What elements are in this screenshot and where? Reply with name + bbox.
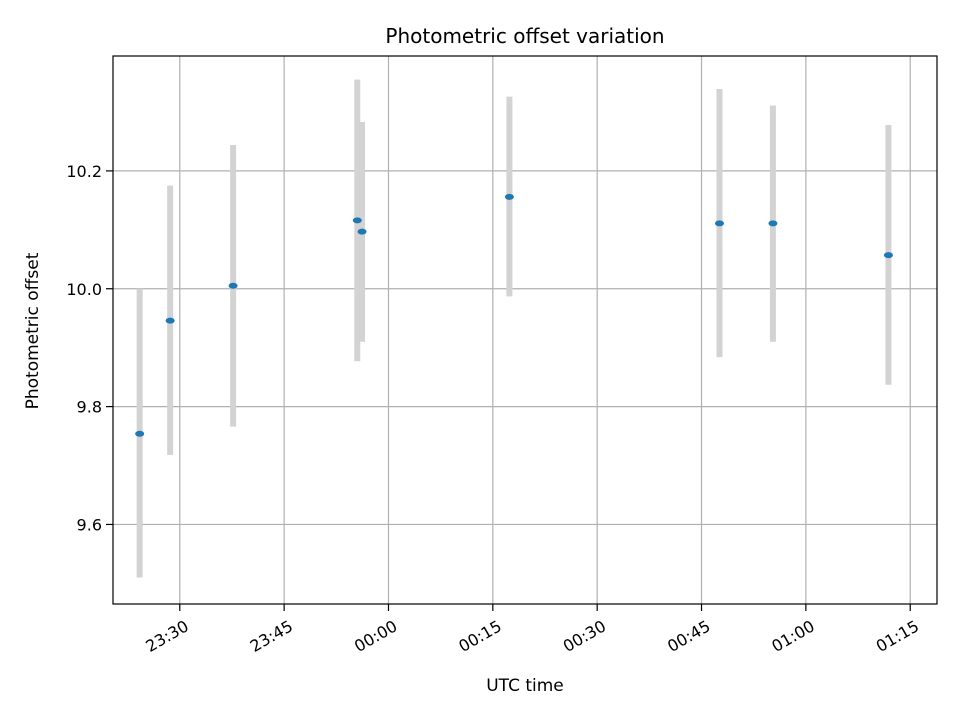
- x-tick-label: 23:45: [247, 616, 296, 656]
- data-point: [883, 252, 893, 259]
- x-tick-label: 23:30: [142, 616, 191, 656]
- y-tick-label: 9.8: [77, 398, 102, 417]
- x-tick-label: 00:15: [455, 616, 504, 656]
- x-axis-ticks: 23:30 23:45 00:00 00:15 00:30 00:45 01:00 01:15: [142, 604, 922, 656]
- data-points: [135, 193, 893, 437]
- data-point: [714, 220, 724, 227]
- plot-area: [112, 55, 938, 605]
- x-tick-label: 00:00: [351, 616, 400, 656]
- y-tick-label: 10.2: [66, 162, 102, 181]
- y-tick-label: 10.0: [66, 280, 102, 299]
- x-tick-label: 01:15: [873, 616, 922, 656]
- data-point: [768, 220, 778, 227]
- error-bars: [136, 79, 892, 578]
- x-axis-label: UTC time: [486, 676, 564, 696]
- y-tick-label: 9.6: [77, 515, 102, 534]
- data-point: [135, 430, 145, 437]
- x-tick-label: 01:00: [768, 616, 817, 656]
- x-tick-label: 00:30: [560, 616, 609, 656]
- grid: [113, 56, 937, 604]
- data-point: [357, 228, 367, 235]
- y-axis-ticks: 9.6 9.8 10.0 10.2: [66, 162, 113, 534]
- chart-title: Photometric offset variation: [385, 24, 664, 48]
- data-point: [228, 282, 238, 289]
- data-point: [165, 317, 175, 324]
- data-point: [504, 193, 514, 200]
- x-tick-label: 00:45: [664, 616, 713, 656]
- y-axis-label: Photometric offset: [23, 252, 43, 409]
- data-point: [352, 217, 362, 224]
